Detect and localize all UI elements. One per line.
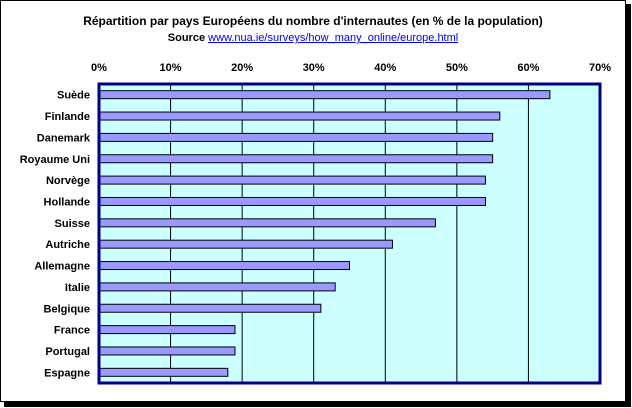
chart-subtitle: Source www.nua.ie/surveys/how_many_onlin… [0, 32, 626, 44]
category-label: Espagne [44, 367, 90, 379]
bar [98, 261, 350, 271]
bar [98, 111, 501, 121]
bar [98, 303, 322, 313]
category-label: Autriche [45, 239, 90, 251]
bars [98, 90, 551, 377]
category-label: Norvège [46, 175, 90, 187]
x-tick-labels: 0% 10% 20% 30% 40% 50% 60% 70% [91, 62, 611, 74]
bar [98, 367, 229, 377]
source-link[interactable]: www.nua.ie/surveys/how_many_online/europ… [208, 32, 459, 44]
bar [98, 346, 236, 356]
bar [98, 175, 486, 185]
category-label: Suède [57, 90, 90, 102]
category-label: Italie [65, 282, 90, 294]
plot-area [99, 84, 600, 383]
category-label: Royaume Uni [20, 154, 90, 166]
x-tick-label: 60% [517, 62, 539, 74]
category-labels: Suède Finlande Danemark Royaume Uni Norvège H… [20, 90, 91, 380]
x-tick-label: 30% [303, 62, 325, 74]
category-label: Suisse [55, 218, 90, 230]
category-label: Danemark [37, 132, 91, 144]
source-prefix: Source [167, 32, 206, 44]
category-label: Hollande [44, 196, 90, 208]
frame-shadow-bottom [4, 402, 631, 407]
x-tick-label: 40% [374, 62, 396, 74]
bar [98, 132, 494, 142]
frame-shadow-right [626, 4, 631, 407]
category-label: Belgique [44, 303, 90, 315]
bar [98, 196, 486, 206]
x-tick-label: 0% [91, 62, 107, 74]
x-tick-label: 50% [446, 62, 468, 74]
chart-title: Répartition par pays Européens du nombre… [83, 14, 543, 28]
bar [98, 239, 393, 249]
bar [98, 282, 336, 292]
plot-border [97, 82, 602, 385]
bar [98, 218, 436, 228]
x-tick-label: 10% [160, 62, 182, 74]
bar [98, 154, 494, 164]
category-label: Portugal [45, 346, 90, 358]
x-tick-label: 70% [589, 62, 611, 74]
category-label: France [54, 325, 90, 337]
x-tick-label: 20% [231, 62, 253, 74]
bar [98, 325, 236, 335]
category-label: Finlande [45, 111, 90, 123]
category-label: Allemagne [34, 261, 90, 273]
bar [98, 90, 551, 100]
